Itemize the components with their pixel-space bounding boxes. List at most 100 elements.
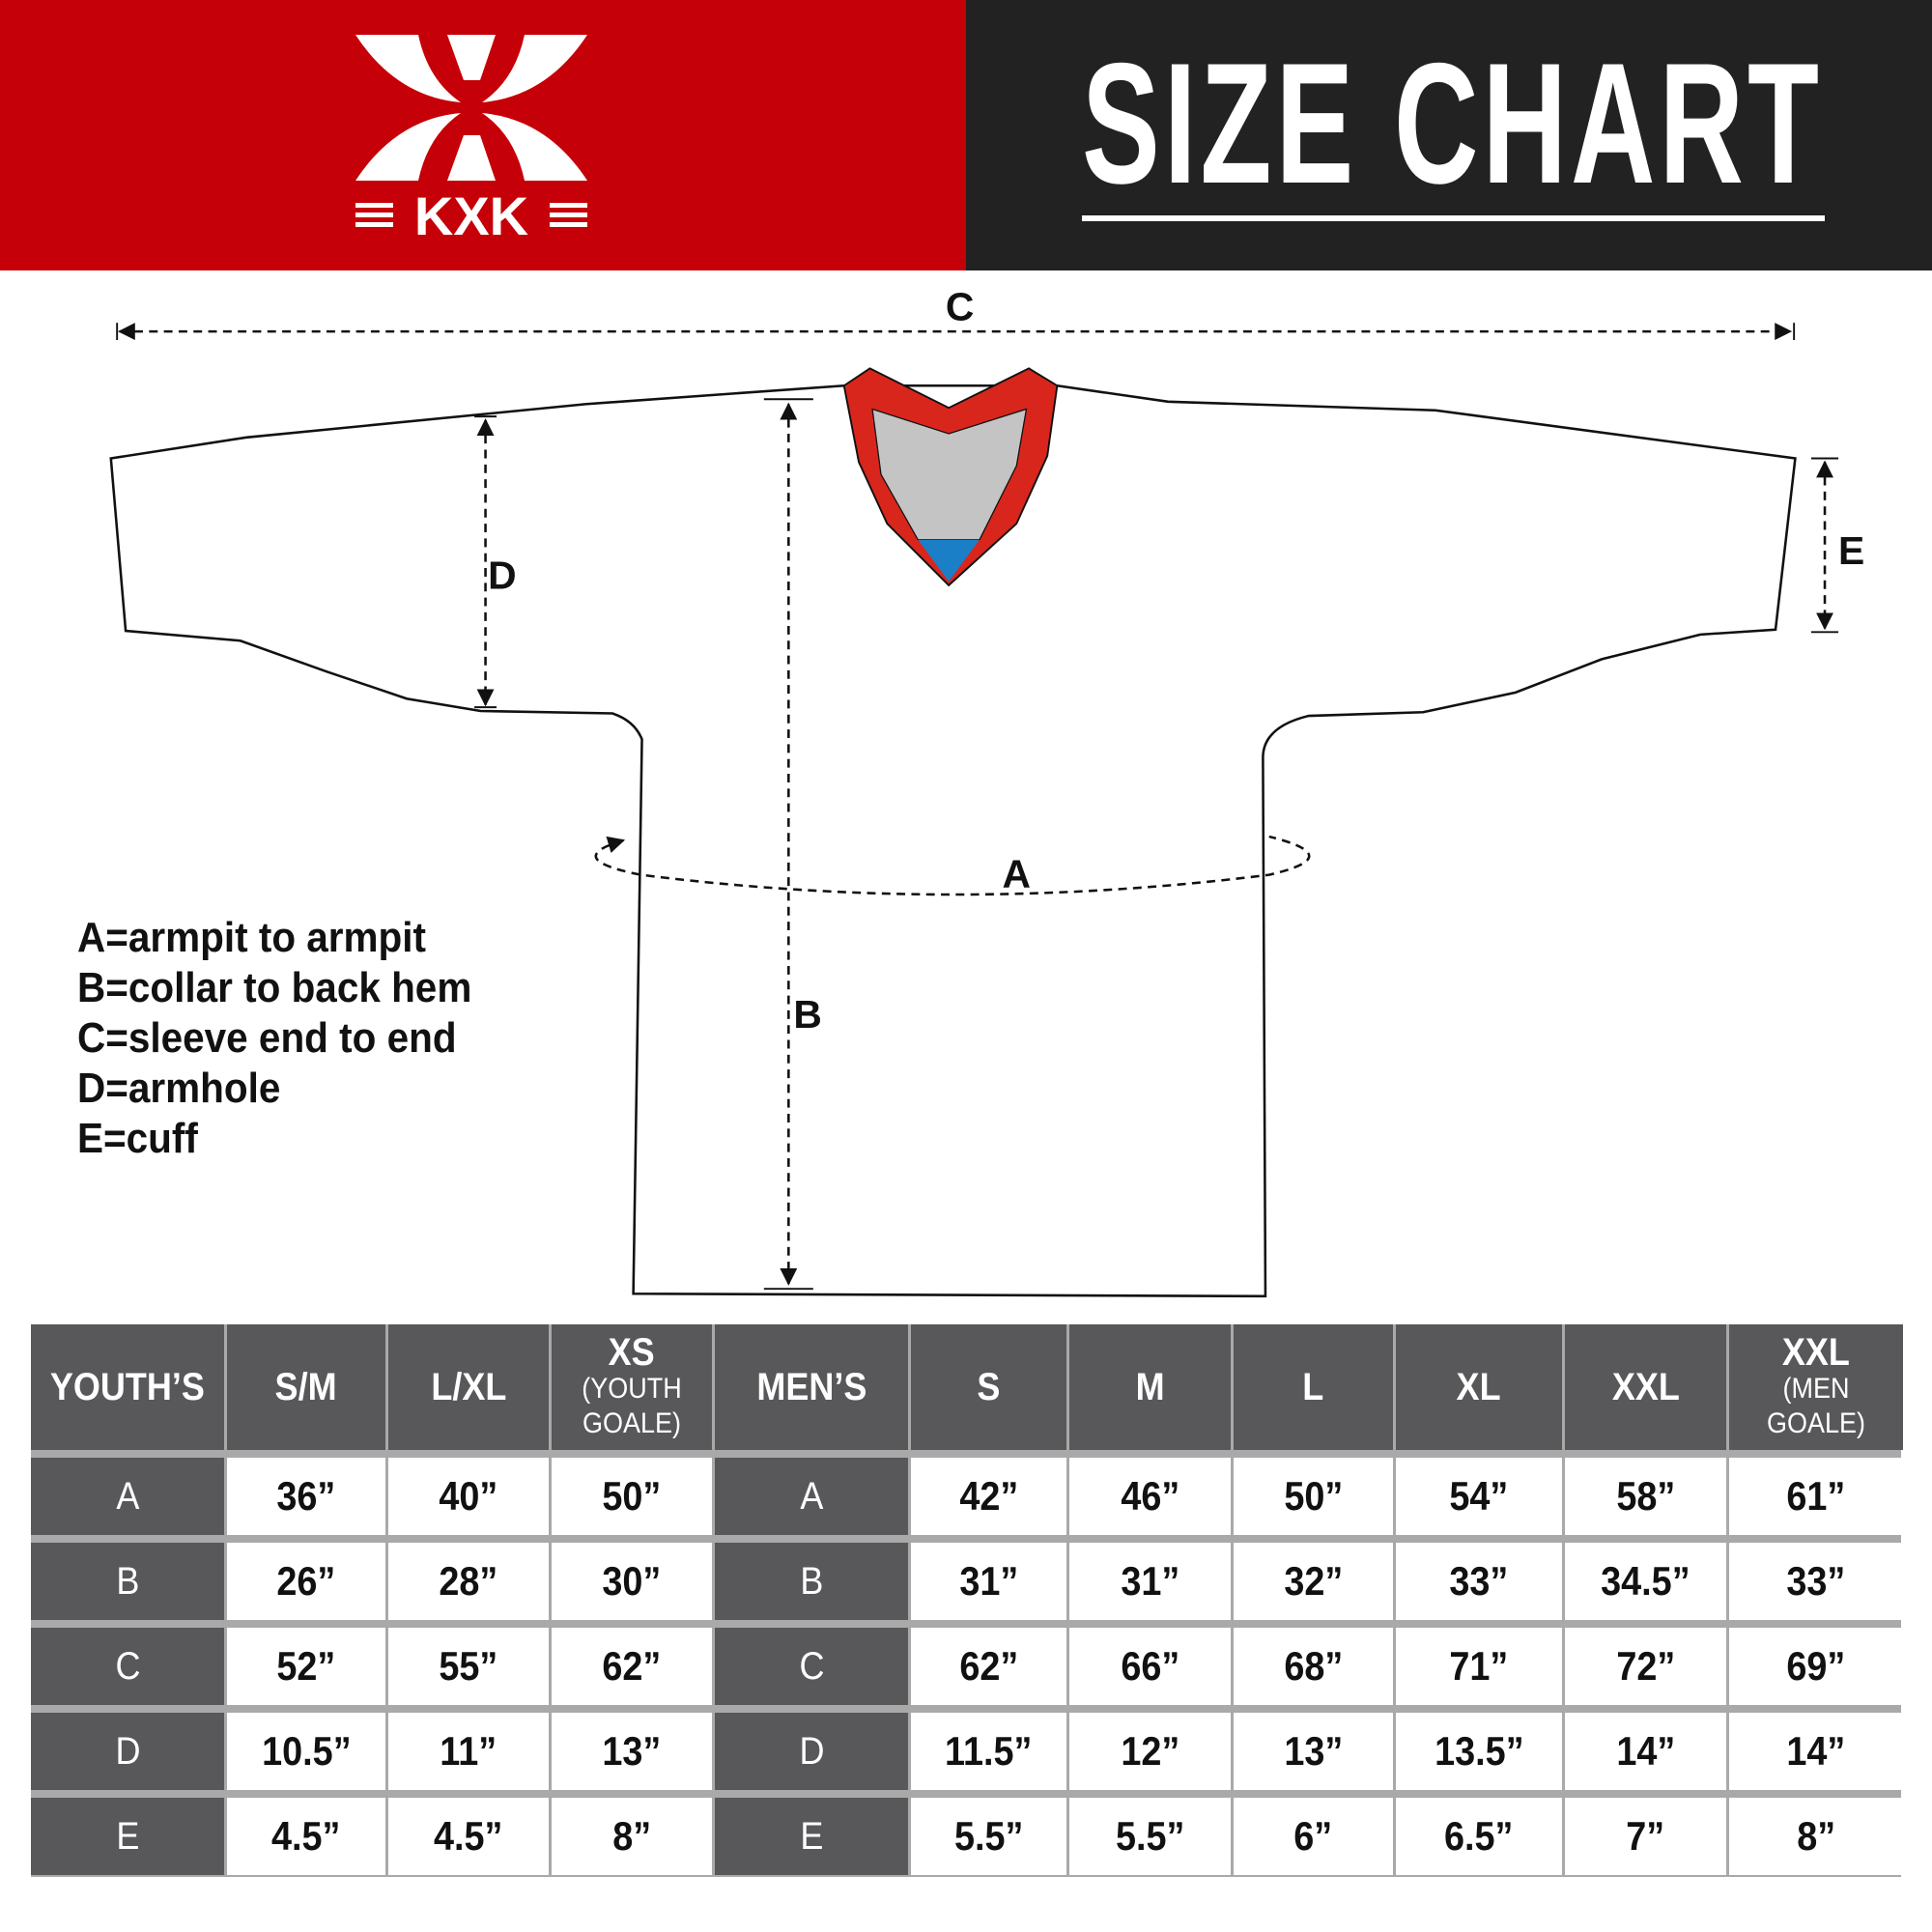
row-label-text: D — [798, 1729, 824, 1773]
table-cell-text: 46” — [1121, 1473, 1179, 1519]
table-cell: 11.5” — [911, 1713, 1066, 1790]
table-cell-text: 52” — [276, 1643, 336, 1689]
column-header: L/XL — [388, 1324, 549, 1450]
column-header: L — [1234, 1324, 1393, 1450]
table-cell-text: 32” — [1284, 1558, 1343, 1604]
column-header-label: S/M — [274, 1366, 338, 1408]
table-cell: 62” — [552, 1628, 712, 1705]
table-cell-text: 68” — [1284, 1643, 1343, 1689]
table-cell: 34.5” — [1565, 1543, 1726, 1620]
table-cell-text: 33” — [1449, 1558, 1509, 1604]
table-cell: 69” — [1729, 1628, 1903, 1705]
table-cell: 5.5” — [911, 1798, 1066, 1875]
table-cell-text: 30” — [602, 1558, 662, 1604]
table-cell-text: 14” — [1616, 1728, 1675, 1774]
table-cell: 4.5” — [388, 1798, 549, 1875]
row-label-text: A — [115, 1474, 140, 1518]
table-cell-text: 72” — [1616, 1643, 1675, 1689]
table-cell-text: 26” — [276, 1558, 336, 1604]
row-label: D — [715, 1713, 908, 1790]
table-cell: 71” — [1396, 1628, 1562, 1705]
table-cell: 13.5” — [1396, 1713, 1562, 1790]
table-cell-text: 13” — [1284, 1728, 1343, 1774]
legend-item-b: B=collar to back hem — [77, 964, 472, 1011]
table-cell-text: 6.5” — [1444, 1813, 1514, 1859]
table-cell-text: 31” — [1121, 1558, 1179, 1604]
row-label-text: B — [115, 1559, 140, 1603]
table-cell: 33” — [1729, 1543, 1903, 1620]
table-cell-text: 8” — [612, 1813, 651, 1859]
row-label: C — [31, 1628, 224, 1705]
table-cell: 42” — [911, 1458, 1066, 1535]
table-cell: 40” — [388, 1458, 549, 1535]
table-cell: 6.5” — [1396, 1798, 1562, 1875]
table-cell: 4.5” — [227, 1798, 385, 1875]
table-cell: 36” — [227, 1458, 385, 1535]
table-cell: 13” — [552, 1713, 712, 1790]
table-cell-text: 13.5” — [1434, 1728, 1524, 1774]
table-cell-text: 62” — [602, 1643, 662, 1689]
table-cell-text: 31” — [959, 1558, 1018, 1604]
column-header: YOUTH’S — [31, 1324, 224, 1450]
column-header: MEN’S — [715, 1324, 908, 1450]
legend-item-a: A=armpit to armpit — [77, 914, 426, 961]
table-cell-text: 11.5” — [945, 1728, 1033, 1774]
dimension-a-line — [594, 835, 1311, 896]
table-cell-text: 58” — [1616, 1473, 1675, 1519]
measurement-legend: A=armpit to armpit B=collar to back hem … — [77, 913, 506, 1164]
table-cell-text: 62” — [959, 1643, 1018, 1689]
table-cell-text: 33” — [1786, 1558, 1846, 1604]
table-cell: 26” — [227, 1543, 385, 1620]
label-e: E — [1838, 528, 1864, 573]
legend-item-e: E=cuff — [77, 1115, 198, 1162]
label-c: C — [946, 285, 974, 329]
row-label: B — [31, 1543, 224, 1620]
row-label-text: D — [114, 1729, 140, 1773]
column-header-sublabel: (MEN GOALE) — [1766, 1373, 1866, 1439]
collar-tag — [918, 539, 980, 582]
row-label: E — [715, 1798, 908, 1875]
table-cell: 13” — [1234, 1713, 1393, 1790]
logo-wing-top-mid — [447, 35, 496, 80]
table-cell: 14” — [1565, 1713, 1726, 1790]
table-cell-text: 61” — [1786, 1473, 1846, 1519]
table-cell: 50” — [1234, 1458, 1393, 1535]
row-label: C — [715, 1628, 908, 1705]
column-header: XXL — [1565, 1324, 1726, 1450]
table-cell-text: 7” — [1626, 1813, 1665, 1859]
table-cell-text: 55” — [439, 1643, 498, 1689]
logo-wing-top-right — [482, 35, 587, 102]
table-cell-text: 50” — [1284, 1473, 1343, 1519]
table-cell-text: 8” — [1797, 1813, 1835, 1859]
row-label: E — [31, 1798, 224, 1875]
table-cell: 10.5” — [227, 1713, 385, 1790]
table-cell: 31” — [911, 1543, 1066, 1620]
table-cell-text: 10.5” — [261, 1728, 352, 1774]
logo-wing-bottom-left — [355, 113, 461, 181]
column-header: XXL (MEN GOALE) — [1729, 1324, 1903, 1450]
title-underline — [1082, 215, 1825, 221]
column-header: S/M — [227, 1324, 385, 1450]
table-cell-text: 42” — [959, 1473, 1018, 1519]
table-cell: 7” — [1565, 1798, 1726, 1875]
column-header-label: XS — [608, 1331, 656, 1374]
row-label: B — [715, 1543, 908, 1620]
column-header-label: L — [1302, 1366, 1324, 1408]
column-header-label: XXL — [1611, 1366, 1680, 1408]
collar-inner — [871, 408, 1028, 541]
table-cell: 58” — [1565, 1458, 1726, 1535]
column-header-label: XL — [1456, 1366, 1502, 1408]
label-a: A — [1003, 851, 1031, 895]
column-header: M — [1069, 1324, 1231, 1450]
column-header: XS (YOUTH GOALE) — [552, 1324, 712, 1450]
table-cell-text: 34.5” — [1601, 1558, 1690, 1604]
table-cell-text: 4.5” — [434, 1813, 503, 1859]
table-cell: 8” — [552, 1798, 712, 1875]
logo-wing-bottom-right — [482, 113, 587, 181]
table-cell-text: 69” — [1786, 1643, 1846, 1689]
table-cell-text: 36” — [276, 1473, 336, 1519]
table-cell: 14” — [1729, 1713, 1903, 1790]
table-cell: 52” — [227, 1628, 385, 1705]
column-header-sublabel: (YOUTH GOALE) — [582, 1373, 682, 1439]
